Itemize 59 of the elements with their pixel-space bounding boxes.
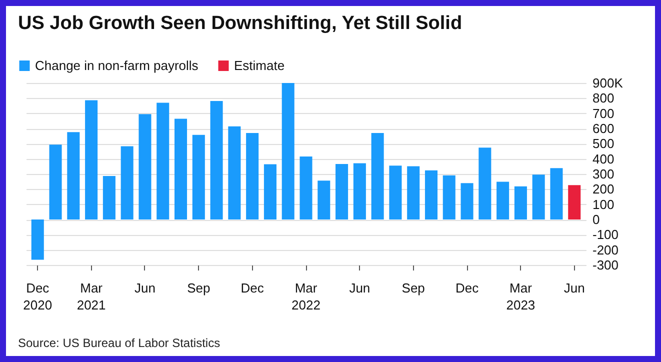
bar bbox=[389, 166, 402, 220]
bar bbox=[300, 156, 312, 220]
bar bbox=[246, 133, 259, 220]
x-tick-label: Dec bbox=[240, 280, 264, 296]
bar bbox=[318, 180, 330, 220]
x-tick-label: Mar 2023 bbox=[506, 280, 536, 312]
bar bbox=[478, 148, 492, 220]
x-tick-label: Mar 2021 bbox=[76, 280, 106, 312]
legend-label: Estimate bbox=[234, 58, 285, 73]
x-tick-label: Dec bbox=[455, 280, 480, 296]
bar bbox=[31, 220, 44, 260]
y-tick-label: 400 bbox=[592, 151, 614, 166]
bar bbox=[67, 132, 80, 220]
x-tick-label: Sep bbox=[402, 280, 425, 296]
y-tick-label: 700 bbox=[592, 106, 614, 121]
bar bbox=[460, 183, 474, 220]
bar bbox=[514, 186, 527, 220]
source-note: Source: US Bureau of Labor Statistics bbox=[18, 336, 220, 350]
x-tick-label: Mar 2022 bbox=[292, 280, 320, 312]
bar bbox=[49, 144, 62, 220]
x-tick-label: Jun bbox=[134, 280, 156, 296]
bar bbox=[228, 126, 241, 220]
y-tick-label: 900K bbox=[592, 76, 624, 90]
y-tick-label: 200 bbox=[592, 182, 614, 197]
y-tick-label: 100 bbox=[592, 196, 614, 212]
bar bbox=[102, 176, 116, 220]
y-tick-label: 500 bbox=[592, 136, 614, 152]
bar bbox=[568, 185, 581, 220]
bar bbox=[282, 83, 294, 220]
bar bbox=[192, 134, 205, 220]
chart-title: US Job Growth Seen Downshifting, Yet Still Solid bbox=[18, 13, 462, 34]
y-tick-label: -200 bbox=[592, 242, 619, 258]
bar bbox=[156, 102, 170, 220]
bar bbox=[496, 182, 510, 220]
bar bbox=[120, 146, 134, 220]
y-tick-label: 0 bbox=[592, 212, 600, 227]
x-tick-label: Jun bbox=[564, 280, 585, 296]
bar bbox=[353, 163, 366, 220]
bar bbox=[174, 118, 188, 220]
y-tick-label: 300 bbox=[592, 166, 614, 182]
bar bbox=[442, 175, 456, 220]
y-tick-label: 600 bbox=[592, 121, 614, 136]
x-tick-label: Jun bbox=[349, 280, 370, 296]
bar bbox=[550, 168, 563, 220]
bar bbox=[407, 166, 420, 220]
bar bbox=[264, 164, 276, 220]
x-tick-label: Dec 2020 bbox=[23, 280, 52, 312]
bar bbox=[532, 174, 545, 220]
bar bbox=[371, 133, 384, 220]
bar bbox=[210, 101, 223, 220]
bar bbox=[138, 114, 152, 220]
bar bbox=[336, 164, 348, 220]
x-tick-label: Sep bbox=[187, 280, 210, 296]
y-tick-label: -100 bbox=[592, 227, 619, 242]
y-tick-label: 800 bbox=[592, 90, 614, 106]
y-tick-label: -300 bbox=[592, 258, 619, 272]
bar bbox=[85, 100, 98, 220]
bar bbox=[424, 170, 438, 220]
legend-label: Change in non-farm payrolls bbox=[35, 58, 199, 73]
